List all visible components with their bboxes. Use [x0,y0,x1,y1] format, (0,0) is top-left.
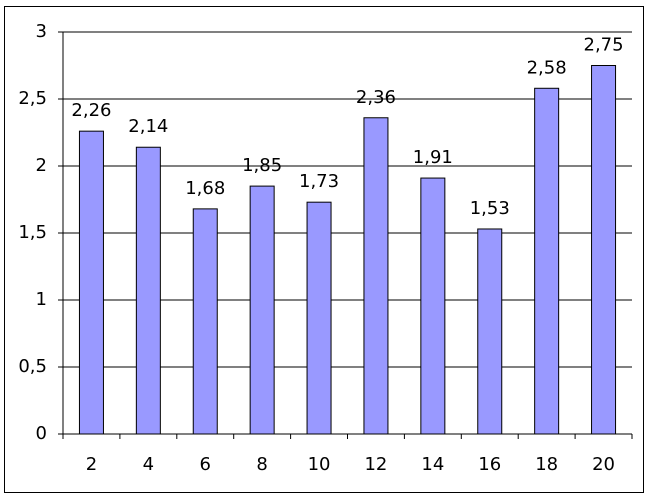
y-tick-label: 1,5 [18,222,47,243]
x-tick-label: 8 [256,454,267,475]
value-label: 2,14 [128,116,168,137]
bar [477,228,503,435]
y-tick-label: 1 [36,289,47,310]
x-tick-label: 16 [478,454,501,475]
x-tick-label: 4 [143,454,154,475]
x-tick-label: 2 [86,454,97,475]
y-tick-label: 2 [36,155,47,176]
bar [192,208,218,435]
x-tick-label: 18 [535,454,558,475]
x-tick-label: 14 [421,454,444,475]
value-label: 1,53 [470,198,510,219]
bar [78,130,104,435]
bar [306,201,332,435]
bar [363,117,389,435]
value-label: 2,26 [71,100,111,121]
bar [591,65,617,435]
y-tick-label: 3 [36,21,47,42]
bar [249,185,275,435]
value-label: 1,68 [185,178,225,199]
value-label: 2,75 [584,35,624,56]
value-label: 2,58 [527,57,567,78]
y-tick-label: 2,5 [18,88,47,109]
value-label: 1,85 [242,155,282,176]
x-tick-label: 6 [200,454,211,475]
bar [534,87,560,435]
y-tick-label: 0 [36,423,47,444]
x-tick-label: 20 [592,454,615,475]
value-label: 2,36 [356,87,396,108]
bar [135,146,161,435]
y-tick-label: 0,5 [18,356,47,377]
bar [420,177,446,435]
x-tick-label: 12 [364,454,387,475]
value-label: 1,91 [413,147,453,168]
value-label: 1,73 [299,171,339,192]
x-tick-label: 10 [308,454,331,475]
